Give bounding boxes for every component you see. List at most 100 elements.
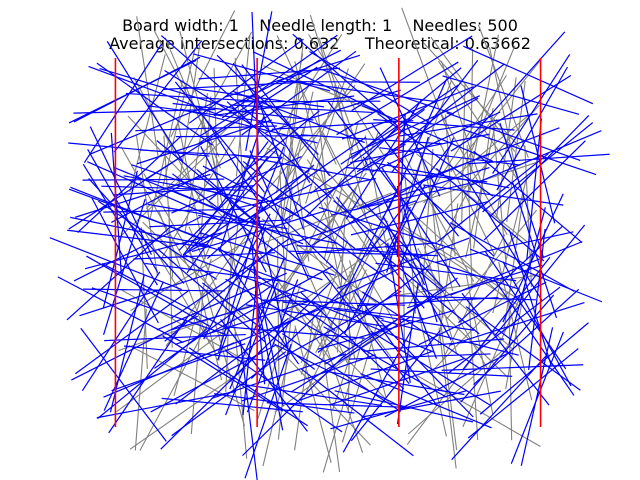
crossing-needle <box>300 368 414 457</box>
crossing-needle <box>242 355 345 457</box>
crossing-needle <box>492 54 571 174</box>
non-crossing-needle <box>134 308 147 451</box>
crossing-needle <box>371 111 501 173</box>
crossing-needle <box>381 319 519 356</box>
non-crossing-needle <box>460 45 516 178</box>
non-crossing-needle <box>492 175 528 314</box>
crossing-needle <box>391 63 505 152</box>
crossing-needle <box>163 81 306 90</box>
non-crossing-needle <box>469 48 474 191</box>
non-crossing-needle <box>276 35 337 165</box>
crossing-needle <box>70 186 203 240</box>
crossing-needle <box>300 291 405 390</box>
crossing-needle <box>510 331 564 464</box>
crossing-needle <box>274 343 403 408</box>
non-crossing-needle <box>129 367 247 450</box>
non-crossing-needle <box>450 61 540 173</box>
non-crossing-needle <box>429 271 529 374</box>
crossing-needle <box>266 402 409 408</box>
crossing-needle <box>188 38 304 124</box>
non-crossing-needle <box>318 37 367 172</box>
crossing-needle <box>449 222 575 292</box>
crossing-needle <box>113 40 203 153</box>
crossing-needle <box>239 340 258 480</box>
crossing-needle <box>123 345 266 361</box>
non-crossing-needle <box>294 309 315 451</box>
crossing-needle <box>244 343 292 479</box>
crossing-needle <box>299 350 433 401</box>
board-lines <box>114 58 542 427</box>
crossing-needle <box>382 215 452 341</box>
non-crossing-needle <box>284 45 304 187</box>
non-crossing-needle <box>336 210 346 353</box>
non-crossing-needle <box>323 121 359 260</box>
crossing-needle <box>226 101 332 199</box>
crossing-needle <box>156 140 267 232</box>
crossing-needle <box>407 264 543 309</box>
crossing-needle <box>83 43 163 163</box>
crossing-needle <box>361 390 501 418</box>
crossing-needle <box>91 197 159 324</box>
crossing-needle <box>466 179 543 301</box>
crossing-needle <box>345 98 423 220</box>
chart-title-line-2: Average intersections: 0.632 Theoretical… <box>109 34 531 53</box>
crossing-needle <box>333 308 474 331</box>
non-crossing-needle <box>139 325 208 451</box>
crossing-needle <box>250 268 384 320</box>
crossing-needle <box>186 156 269 274</box>
crossing-needle <box>520 327 554 466</box>
crossing-needle <box>160 35 269 130</box>
crossing-needle <box>194 306 327 360</box>
crossing-needle <box>89 126 152 255</box>
crossing-needle <box>82 163 158 286</box>
non-crossing-needle <box>414 297 447 437</box>
crossing-needle <box>350 200 489 236</box>
crossing-needle <box>218 116 265 252</box>
crossing-needle <box>88 99 221 156</box>
non-crossing-needles <box>116 7 541 473</box>
crossing-needle <box>96 390 237 419</box>
crossing-needle <box>160 349 263 450</box>
crossing-needle <box>213 393 355 414</box>
crossing-needle <box>379 67 441 197</box>
crossing-needle <box>242 273 259 416</box>
crossing-needle <box>81 271 161 392</box>
crossing-needle <box>450 74 572 152</box>
crossing-needle <box>206 164 315 259</box>
non-crossing-needle <box>477 24 529 158</box>
non-crossing-needle <box>140 227 148 369</box>
crossing-needle <box>291 315 412 393</box>
crossing-needle <box>193 53 331 92</box>
crossing-needle <box>157 248 266 343</box>
crossing-needle <box>461 292 550 406</box>
crossing-needle <box>451 354 548 461</box>
crossing-needle <box>449 302 585 346</box>
crossing-needle <box>185 254 319 306</box>
crossing-needle <box>346 166 488 183</box>
non-crossing-needle <box>294 61 329 200</box>
non-crossing-needle <box>285 63 366 182</box>
crossing-needle <box>442 75 580 115</box>
non-crossing-needle <box>503 192 525 333</box>
crossing-needle <box>435 167 545 262</box>
crossing-needles <box>49 11 610 480</box>
crossing-needle <box>369 161 510 189</box>
non-crossing-needle <box>318 224 373 357</box>
crossing-needle <box>104 333 246 342</box>
non-crossing-needle <box>263 85 356 195</box>
non-crossing-needle <box>294 325 332 463</box>
crossing-needle <box>479 322 589 415</box>
non-crossing-needle <box>469 34 499 174</box>
crossing-needle <box>88 65 222 117</box>
crossing-needle <box>317 309 455 350</box>
crossing-needle <box>70 216 210 247</box>
crossing-needle <box>342 328 413 453</box>
crossing-needle <box>321 271 410 385</box>
crossing-needle <box>179 108 318 144</box>
crossing-needle <box>79 271 215 317</box>
crossing-needle <box>398 137 455 269</box>
crossing-needle <box>217 216 261 353</box>
crossing-needle <box>311 172 435 247</box>
crossing-needle <box>241 354 376 402</box>
